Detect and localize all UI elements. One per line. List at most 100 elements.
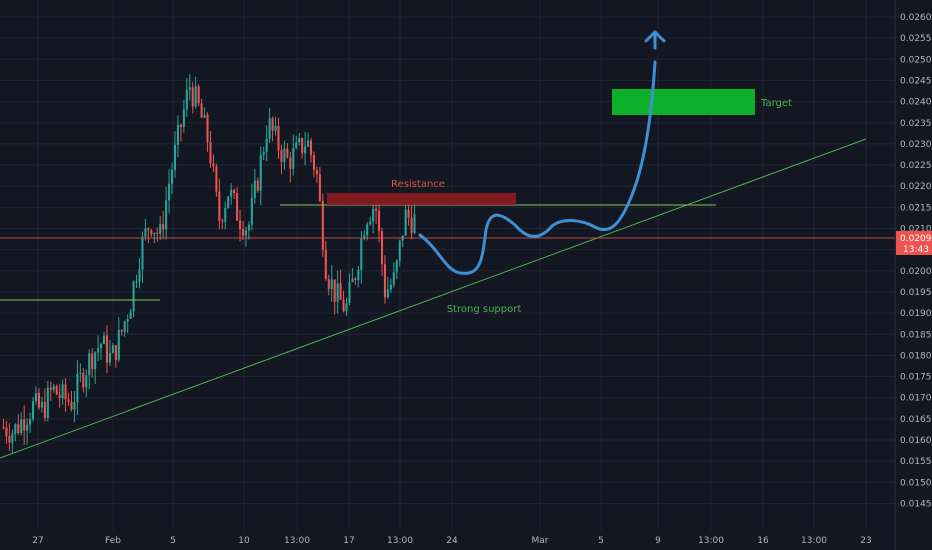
- candle: [407, 202, 410, 226]
- candle: [348, 273, 351, 306]
- x-tick-label: 5: [598, 536, 604, 546]
- candle: [292, 134, 295, 176]
- candle: [61, 379, 64, 405]
- candle: [354, 276, 357, 285]
- candle: [168, 169, 171, 214]
- candle: [236, 187, 239, 222]
- candle: [123, 320, 126, 337]
- candle: [315, 166, 318, 183]
- target-zone[interactable]: [612, 89, 755, 115]
- x-tick-label: 24: [446, 536, 458, 546]
- candle: [241, 221, 245, 240]
- candle: [171, 162, 174, 195]
- projection-path[interactable]: [418, 60, 657, 275]
- time-axis[interactable]: 27 Feb 5 10 13:00 17 13:00 24 Mar 5 9 13:00 16 13:00 2…: [32, 536, 871, 546]
- candle: [206, 112, 209, 152]
- candle: [52, 383, 55, 394]
- candle: [64, 377, 67, 412]
- candle: [345, 297, 348, 316]
- candle: [360, 231, 363, 284]
- candle: [383, 255, 386, 304]
- candle: [117, 317, 120, 362]
- candle: [67, 392, 70, 406]
- candle: [159, 216, 162, 241]
- candle: [256, 177, 259, 193]
- candle: [85, 369, 88, 398]
- candle: [40, 396, 43, 413]
- x-tick-label: 23: [860, 536, 871, 546]
- candle: [88, 349, 91, 390]
- candle: [91, 348, 94, 378]
- candle: [357, 265, 360, 288]
- candle: [129, 308, 132, 319]
- candle: [141, 231, 144, 284]
- candle: [233, 188, 236, 199]
- candle: [209, 131, 212, 168]
- candle: [369, 216, 372, 226]
- candle: [221, 218, 224, 229]
- grid: [0, 0, 896, 550]
- support-trendline[interactable]: [0, 138, 867, 459]
- x-tick-label: 13:00: [801, 536, 827, 546]
- up-arrow-icon: [644, 30, 666, 50]
- candle: [336, 270, 339, 314]
- candle: [301, 137, 304, 159]
- candle: [23, 405, 26, 446]
- candle: [79, 363, 82, 383]
- x-tick-label: Mar: [532, 536, 549, 546]
- candle: [100, 342, 103, 360]
- candle: [203, 107, 206, 119]
- candle: [17, 414, 20, 436]
- candle: [215, 163, 218, 197]
- candle: [162, 210, 165, 240]
- candle: [366, 222, 369, 241]
- candle: [395, 259, 398, 280]
- candle: [324, 240, 327, 281]
- candle: [156, 227, 159, 242]
- y-tick-label: 0.01450: [900, 499, 932, 509]
- target-label: Target: [760, 98, 792, 109]
- candle: [144, 218, 147, 241]
- candle: [410, 205, 413, 240]
- support-label: Strong support: [447, 304, 522, 315]
- candle: [330, 265, 333, 302]
- candle: [280, 144, 283, 175]
- resistance-zone[interactable]: [327, 193, 516, 205]
- candle: [111, 342, 114, 354]
- candle: [212, 154, 215, 173]
- candle: [265, 125, 268, 162]
- candle: [239, 209, 242, 242]
- candle: [283, 140, 286, 170]
- candle: [339, 269, 342, 301]
- resistance-label: Resistance: [391, 179, 445, 190]
- candle: [398, 239, 401, 267]
- candle: [386, 276, 389, 299]
- candle: [49, 381, 52, 401]
- candle: [259, 146, 262, 206]
- candle: [114, 344, 117, 368]
- candle: [173, 131, 177, 178]
- candle: [8, 423, 11, 452]
- x-tick-label: 13:00: [698, 536, 724, 546]
- candle: [132, 280, 135, 318]
- candle: [392, 262, 395, 288]
- candle: [413, 202, 416, 235]
- candle: [224, 201, 227, 230]
- candle: [307, 132, 310, 148]
- x-tick-label: 9: [655, 536, 661, 546]
- candle: [11, 429, 14, 454]
- candle: [20, 412, 23, 436]
- candle: [102, 331, 106, 345]
- candle: [289, 151, 292, 183]
